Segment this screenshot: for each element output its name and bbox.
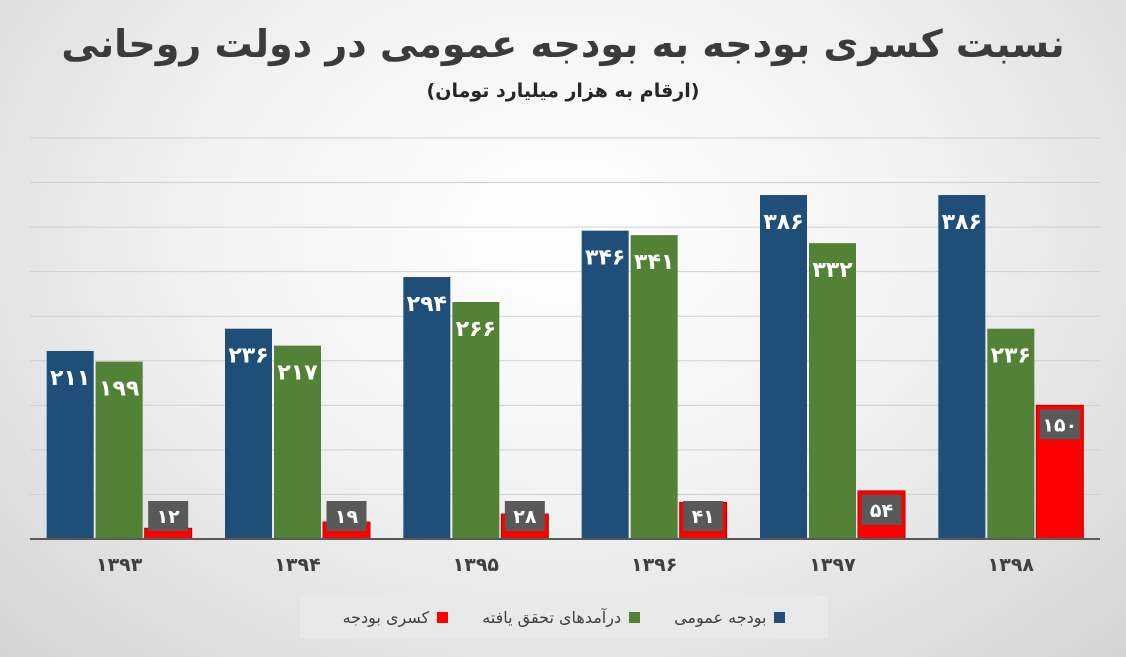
data-label: ۱۹۹ [99, 377, 139, 402]
bar [403, 277, 451, 539]
legend-swatch-revenue [629, 611, 641, 623]
bar [809, 243, 856, 539]
data-label: ۲۹۴ [407, 292, 447, 317]
data-label: ۱۲ [157, 506, 181, 528]
legend: بودجه عمومی درآمدهای تحقق یافته کسری بود… [300, 596, 828, 638]
legend-item-budget: بودجه عمومی [674, 607, 786, 627]
legend-item-revenue: درآمدهای تحقق یافته [482, 607, 641, 627]
data-label: ۱۵۰ [1042, 414, 1077, 436]
data-label-box [683, 501, 724, 531]
data-label-box [326, 501, 367, 531]
data-label: ۲۳۶ [991, 344, 1031, 369]
bar [225, 328, 272, 539]
bar [46, 350, 94, 539]
data-label: ۳۳۲ [812, 258, 853, 283]
bar [938, 195, 986, 539]
bar [760, 195, 807, 539]
bar [581, 230, 629, 540]
data-label: ۳۸۶ [942, 210, 982, 235]
data-label: ۵۴ [870, 500, 893, 522]
legend-item-deficit: کسری بودجه [343, 608, 449, 627]
legend-label-budget: بودجه عمومی [674, 607, 767, 627]
gridlines [30, 137, 1100, 495]
data-label-box [861, 494, 902, 525]
data-label: ۲۸ [513, 506, 537, 528]
data-labels: ۲۱۱ ۱۹۹ ۱۲ ۲۳۶ ۲۱۷ ۱۹ ۲۹۴ ۲۶۶ ۲۸ ۳۴۶ ۳۴۱ ۴۱ ۳۸۶ ۳۳۲ ۵۴… [50, 210, 1080, 531]
data-label: ۱۹ [335, 506, 359, 528]
data-label-box [1039, 409, 1080, 440]
x-tick-label: ۱۳۹۴ [274, 554, 320, 576]
data-label-box [148, 501, 189, 531]
legend-label-revenue: درآمدهای تحقق یافته [482, 607, 622, 627]
data-label: ۲۳۶ [228, 344, 268, 369]
data-label-box [504, 501, 545, 531]
bars [46, 195, 1084, 540]
x-tick-label: ۱۳۹۶ [631, 554, 677, 576]
x-tick-label: ۱۳۹۵ [453, 554, 500, 576]
legend-swatch-deficit [437, 611, 449, 623]
bar [274, 345, 321, 539]
legend-label-deficit: کسری بودجه [342, 607, 430, 627]
bar [95, 361, 143, 539]
chart-subtitle: (ارقام به هزار میلیارد تومان) [426, 80, 700, 102]
bar [630, 235, 678, 539]
data-label: ۴۱ [692, 506, 715, 528]
x-axis-ticks: ۱۳۹۳ ۱۳۹۴ ۱۳۹۵ ۱۳۹۶ ۱۳۹۷ ۱۳۹۸ [96, 554, 1034, 576]
data-label: ۲۶۶ [456, 317, 496, 342]
data-label: ۲۱۱ [50, 366, 90, 391]
chart-title: نسبت کسری بودجه به بودجه عمومی در دولت ر… [61, 22, 1065, 66]
data-label: ۲۱۷ [277, 361, 318, 386]
data-label: ۳۸۶ [763, 210, 803, 235]
x-tick-label: ۱۳۹۳ [96, 554, 143, 576]
bar [452, 301, 500, 539]
x-tick-label: ۱۳۹۸ [988, 554, 1035, 576]
bar [987, 328, 1035, 539]
legend-swatch-budget [774, 611, 786, 623]
data-label: ۳۴۶ [585, 246, 625, 271]
x-tick-label: ۱۳۹۷ [809, 554, 856, 576]
data-label: ۳۴۱ [634, 250, 674, 275]
